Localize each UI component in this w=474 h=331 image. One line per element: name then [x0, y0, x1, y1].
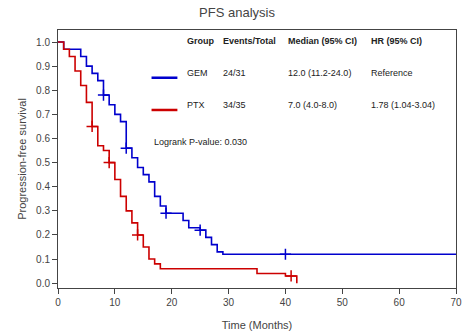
- svg-text:50: 50: [337, 297, 349, 308]
- svg-text:Events/Total: Events/Total: [223, 36, 276, 46]
- svg-text:Reference: Reference: [371, 68, 413, 78]
- svg-text:0.5: 0.5: [36, 157, 50, 168]
- svg-text:PTX: PTX: [187, 100, 205, 110]
- svg-text:12.0 (11.2-24.0): 12.0 (11.2-24.0): [288, 68, 351, 78]
- svg-text:0.3: 0.3: [36, 205, 50, 216]
- svg-text:0.9: 0.9: [36, 61, 50, 72]
- svg-text:0.2: 0.2: [36, 229, 50, 240]
- svg-text:70: 70: [450, 297, 462, 308]
- svg-text:GEM: GEM: [187, 68, 208, 78]
- svg-text:PFS analysis: PFS analysis: [199, 5, 275, 20]
- svg-text:Time (Months): Time (Months): [222, 319, 293, 331]
- svg-text:1.0: 1.0: [36, 37, 50, 48]
- svg-text:40: 40: [280, 297, 292, 308]
- svg-text:10: 10: [109, 297, 121, 308]
- svg-text:Group: Group: [187, 36, 214, 46]
- svg-text:0.8: 0.8: [36, 85, 50, 96]
- svg-text:20: 20: [166, 297, 178, 308]
- svg-text:Median (95% CI): Median (95% CI): [288, 36, 357, 46]
- svg-text:34/35: 34/35: [223, 100, 246, 110]
- svg-text:Progression-free survival: Progression-free survival: [16, 98, 28, 220]
- svg-text:24/31: 24/31: [223, 68, 246, 78]
- svg-text:0.4: 0.4: [36, 181, 50, 192]
- svg-text:0.0: 0.0: [36, 278, 50, 289]
- svg-text:60: 60: [394, 297, 406, 308]
- svg-text:Logrank P-value: 0.030: Logrank P-value: 0.030: [154, 137, 247, 147]
- svg-text:0: 0: [55, 297, 61, 308]
- svg-text:7.0 (4.0-8.0): 7.0 (4.0-8.0): [288, 100, 337, 110]
- svg-text:0.1: 0.1: [36, 254, 50, 265]
- svg-text:0.6: 0.6: [36, 133, 50, 144]
- svg-text:30: 30: [223, 297, 235, 308]
- svg-text:1.78 (1.04-3.04): 1.78 (1.04-3.04): [371, 100, 435, 110]
- svg-text:0.7: 0.7: [36, 109, 50, 120]
- svg-text:HR (95% CI): HR (95% CI): [371, 36, 422, 46]
